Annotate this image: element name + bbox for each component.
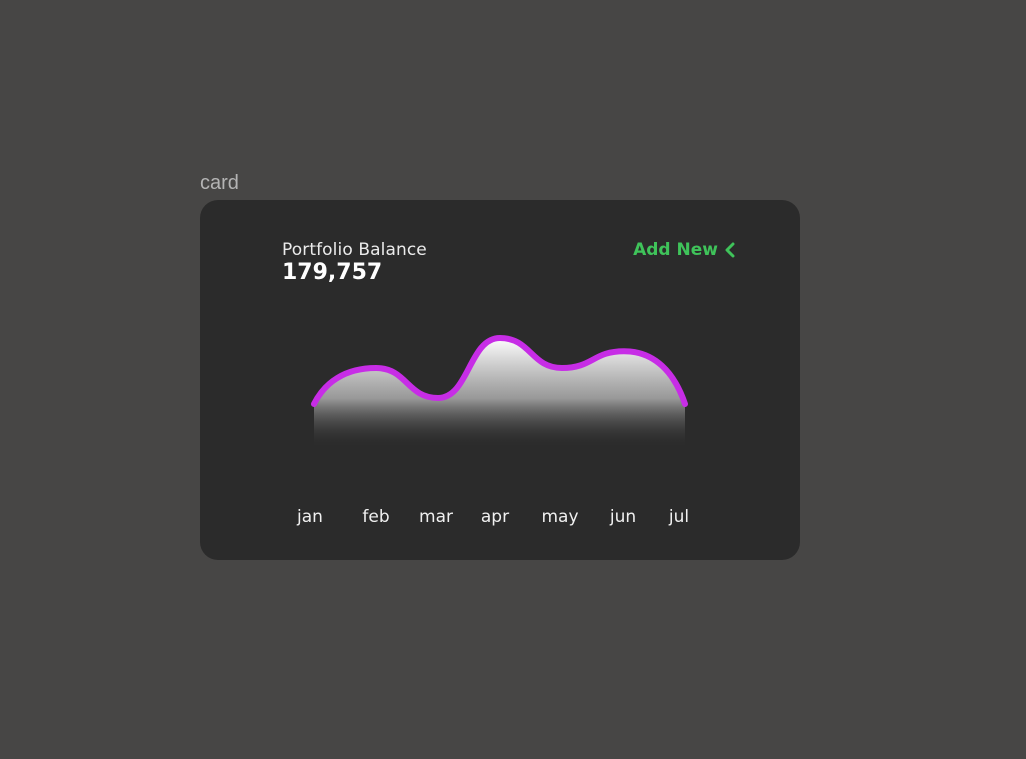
portfolio-card: jan feb mar apr may jun jul Portfolio Balance …	[200, 200, 800, 560]
portfolio-chart: jan feb mar apr may jun jul	[296, 312, 689, 527]
chevron-left-icon	[724, 242, 736, 258]
portfolio-balance-label: Portfolio Balance	[282, 240, 427, 260]
x-tick-label-may: may	[541, 507, 578, 527]
x-tick-label-apr: apr	[481, 507, 509, 527]
x-tick-label-feb: feb	[362, 507, 389, 527]
x-tick-label-mar: mar	[419, 507, 453, 527]
x-tick-label-jun: jun	[609, 507, 636, 527]
portfolio-balance-value: 179,757	[282, 260, 383, 285]
x-tick-label-jul: jul	[668, 507, 689, 527]
add-new-button[interactable]: Add New	[633, 240, 736, 260]
x-tick-label-jan: jan	[296, 507, 323, 527]
chart-series-line	[311, 335, 688, 407]
add-new-label: Add New	[633, 240, 718, 260]
frame-label: card	[200, 172, 239, 194]
